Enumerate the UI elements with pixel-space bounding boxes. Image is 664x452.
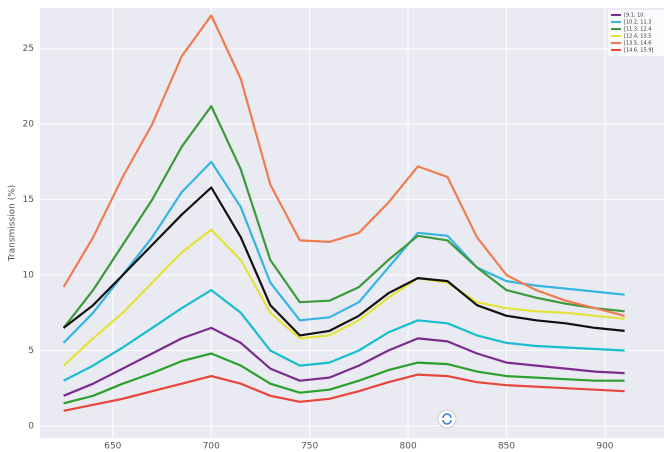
reset-icon[interactable]: [442, 413, 452, 425]
legend-label: [14.6, 15.9]: [624, 48, 653, 54]
x-tick-label: 900: [596, 442, 613, 452]
y-tick-label: 25: [23, 44, 34, 54]
x-tick-label: 750: [301, 442, 318, 452]
legend-label: [13.5, 14.6: [624, 41, 651, 47]
x-tick-label: 800: [400, 442, 417, 452]
series-line: [63, 352, 625, 405]
legend-label: [9.1, 10.: [624, 13, 645, 19]
y-tick-label: 5: [28, 346, 34, 356]
y-tick-label: 15: [23, 195, 34, 205]
series-line: [63, 326, 625, 397]
reset-button-bg[interactable]: [437, 409, 457, 429]
series-line: [62, 105, 625, 329]
legend-label: [12.4, 13.5: [624, 34, 651, 40]
series-line: [62, 160, 625, 344]
x-tick-label: 700: [203, 442, 220, 452]
legend-label: [10.2, 11.3: [624, 20, 651, 26]
y-tick-label: 10: [23, 271, 35, 281]
series-line: [63, 289, 625, 382]
series-line: [62, 186, 625, 337]
y-tick-label: 20: [23, 120, 35, 130]
y-axis-label: Transmission (%): [8, 185, 18, 263]
legend-box: [608, 10, 664, 56]
plot-area: [40, 8, 664, 438]
y-tick-label: 0: [28, 421, 34, 431]
x-tick-label: 650: [104, 442, 121, 452]
series-line: [63, 373, 625, 412]
legend-label: [11.3, 12.4: [624, 27, 651, 33]
reset-button[interactable]: [437, 409, 457, 429]
series-line: [62, 228, 625, 367]
series-line: [62, 14, 625, 317]
x-tick-label: 850: [498, 442, 515, 452]
